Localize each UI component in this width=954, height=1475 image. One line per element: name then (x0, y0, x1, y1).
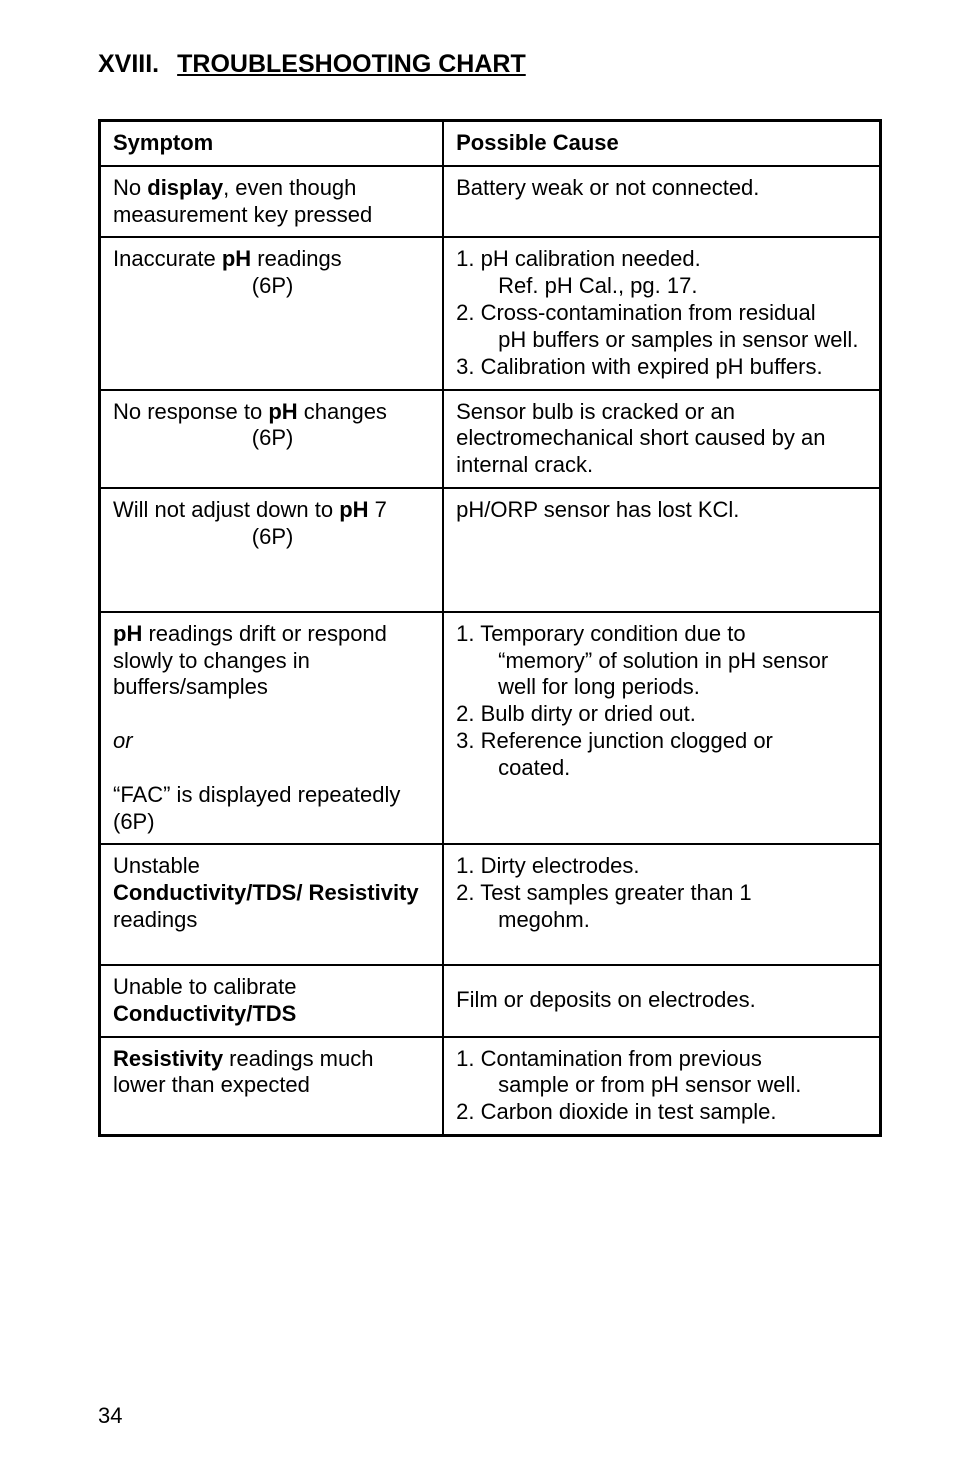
cause-cell: Battery weak or not connected. (443, 166, 880, 238)
text: sample or from pH sensor well. (456, 1072, 869, 1099)
symptom-cell: pH readings drift or respond slowly to c… (100, 612, 444, 845)
text: 7 (369, 497, 387, 522)
text: (6P) (113, 425, 432, 452)
text: “FAC” is displayed repeatedly (6P) (113, 782, 400, 834)
text: 1. pH calibration needed. (456, 246, 701, 271)
text-bold: pH (113, 621, 142, 646)
symptom-cell: No display, even though measurement key … (100, 166, 444, 238)
text: 3. Calibration with expired pH buffers. (456, 354, 822, 379)
text-bold: pH (222, 246, 251, 271)
symptom-cell: No response to pH changes (6P) (100, 390, 444, 488)
section-number: XVIII. (98, 50, 159, 79)
text: Inaccurate (113, 246, 222, 271)
section-heading: XVIII. TROUBLESHOOTING CHART (98, 50, 882, 79)
text: 3. Reference junction clogged or (456, 728, 773, 753)
symptom-cell: Unable to calibrate Conductivity/TDS (100, 965, 444, 1037)
page: XVIII. TROUBLESHOOTING CHART Symptom Poss… (0, 0, 954, 1177)
text: 1. Temporary condition due to (456, 621, 745, 646)
table-row: Unstable Conductivity/TDS/ Resistivity r… (100, 844, 881, 964)
cause-cell: 1. Dirty electrodes. 2. Test samples gre… (443, 844, 880, 964)
text: Unstable (113, 853, 200, 878)
table-row: Will not adjust down to pH 7 (6P) pH/ORP… (100, 488, 881, 612)
text: Sensor bulb is cracked or an electromech… (456, 399, 825, 478)
table-row: No display, even though measurement key … (100, 166, 881, 238)
table-row: Resistivity readings much lower than exp… (100, 1037, 881, 1136)
table-row: pH readings drift or respond slowly to c… (100, 612, 881, 845)
text-bold: Conductivity/TDS/ Resistivity (113, 880, 419, 905)
text: readings drift or respond slowly to chan… (113, 621, 387, 700)
text-bold: Resistivity (113, 1046, 223, 1071)
text: Battery weak or not connected. (456, 175, 759, 200)
text: megohm. (456, 907, 869, 934)
symptom-cell: Will not adjust down to pH 7 (6P) (100, 488, 444, 612)
text: changes (298, 399, 387, 424)
table-header-row: Symptom Possible Cause (100, 121, 881, 166)
text: pH buffers or samples in sensor well. (456, 327, 869, 354)
text: 1. Dirty electrodes. (456, 853, 639, 878)
page-number: 34 (98, 1403, 122, 1429)
text: 2. Cross-contamination from residual (456, 300, 815, 325)
text: 1. Contamination from previous (456, 1046, 762, 1071)
table-row: Inaccurate pH readings (6P) 1. pH calibr… (100, 237, 881, 389)
text: readings (251, 246, 342, 271)
table-row: No response to pH changes (6P) Sensor bu… (100, 390, 881, 488)
header-cause: Possible Cause (443, 121, 880, 166)
cause-cell: Sensor bulb is cracked or an electromech… (443, 390, 880, 488)
text: “memory” of solution in pH sensor well f… (456, 648, 869, 702)
text: Film or deposits on electrodes. (456, 987, 756, 1012)
text: pH/ORP sensor has lost KCl. (456, 497, 739, 522)
text: (6P) (113, 524, 432, 551)
text: (6P) (113, 273, 432, 300)
text: readings (113, 907, 197, 932)
table-row: Unable to calibrate Conductivity/TDS Fil… (100, 965, 881, 1037)
symptom-cell: Resistivity readings much lower than exp… (100, 1037, 444, 1136)
text: coated. (456, 755, 869, 782)
text: No response to (113, 399, 268, 424)
cause-cell: 1. Contamination from previous sample or… (443, 1037, 880, 1136)
text-bold: display (147, 175, 223, 200)
cause-cell: pH/ORP sensor has lost KCl. (443, 488, 880, 612)
symptom-cell: Unstable Conductivity/TDS/ Resistivity r… (100, 844, 444, 964)
text-italic: or (113, 728, 133, 753)
text: Unable to calibrate (113, 974, 296, 999)
text: Ref. pH Cal., pg. 17. (456, 273, 869, 300)
text: 2. Carbon dioxide in test sample. (456, 1099, 776, 1124)
text-bold: Conductivity/TDS (113, 1001, 296, 1026)
header-symptom: Symptom (100, 121, 444, 166)
symptom-cell: Inaccurate pH readings (6P) (100, 237, 444, 389)
text: 2. Bulb dirty or dried out. (456, 701, 696, 726)
text: 2. Test samples greater than 1 (456, 880, 752, 905)
text: No (113, 175, 147, 200)
cause-cell: 1. pH calibration needed. Ref. pH Cal., … (443, 237, 880, 389)
text: Will not adjust down to (113, 497, 339, 522)
cause-cell: Film or deposits on electrodes. (443, 965, 880, 1037)
section-title: TROUBLESHOOTING CHART (177, 50, 526, 78)
cause-cell: 1. Temporary condition due to “memory” o… (443, 612, 880, 845)
troubleshooting-table: Symptom Possible Cause No display, even … (98, 119, 882, 1137)
text-bold: pH (339, 497, 368, 522)
text-bold: pH (268, 399, 297, 424)
